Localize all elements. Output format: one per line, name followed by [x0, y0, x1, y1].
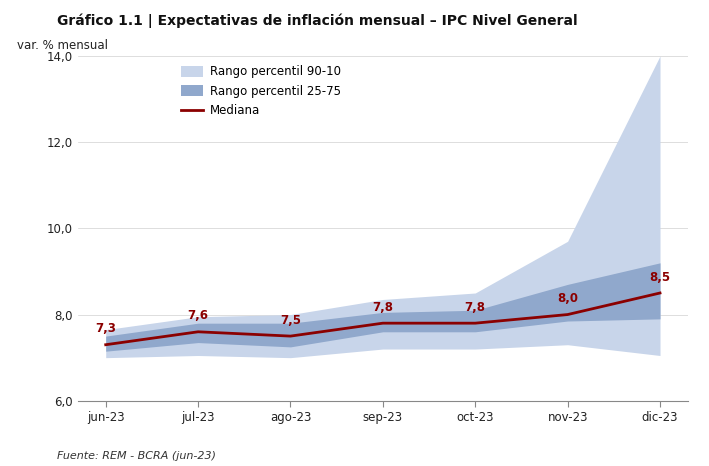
- Text: var. % mensual: var. % mensual: [17, 40, 108, 53]
- Text: 7,3: 7,3: [95, 322, 116, 335]
- Text: 8,0: 8,0: [557, 292, 578, 305]
- Mediana: [471, 321, 479, 326]
- Text: Fuente: REM - BCRA (jun-23): Fuente: REM - BCRA (jun-23): [57, 452, 216, 461]
- Mediana: [656, 290, 664, 296]
- Mediana: [286, 333, 295, 339]
- Text: 7,8: 7,8: [464, 301, 486, 314]
- Text: 7,8: 7,8: [372, 301, 393, 314]
- Text: 7,6: 7,6: [188, 309, 208, 322]
- Text: Gráfico 1.1 | Expectativas de inflación mensual – IPC Nivel General: Gráfico 1.1 | Expectativas de inflación …: [57, 14, 577, 28]
- Mediana: [564, 312, 572, 317]
- Text: 8,5: 8,5: [649, 271, 671, 283]
- Legend: Rango percentil 90-10, Rango percentil 25-75, Mediana: Rango percentil 90-10, Rango percentil 2…: [182, 65, 341, 117]
- Mediana: [194, 329, 202, 335]
- Mediana: [379, 321, 387, 326]
- Text: 7,5: 7,5: [280, 314, 301, 327]
- Mediana: [101, 342, 110, 348]
- Line: Mediana: Mediana: [106, 293, 660, 345]
